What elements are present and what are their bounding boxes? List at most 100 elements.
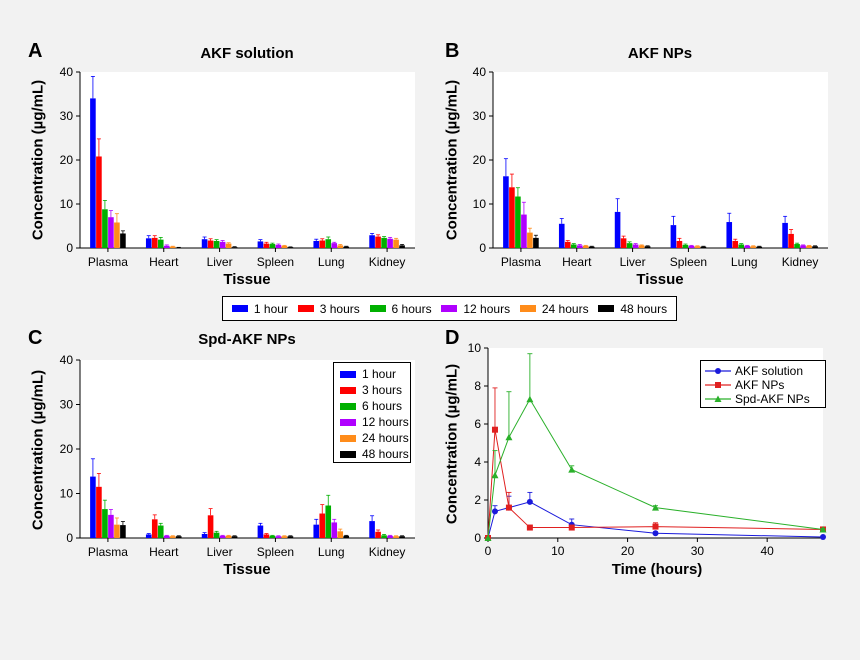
bar bbox=[313, 240, 320, 248]
legend-swatch bbox=[519, 305, 536, 312]
legend-line-swatch bbox=[705, 368, 731, 374]
bar bbox=[806, 245, 812, 248]
legend-swatch bbox=[297, 305, 314, 312]
panel-a-xlabel: Tissue bbox=[223, 271, 271, 288]
bar bbox=[96, 486, 102, 538]
bar bbox=[169, 536, 176, 538]
x-tick-label: Spleen bbox=[257, 545, 294, 559]
bar bbox=[281, 245, 288, 248]
panel-c-title: Spd-AKF NPs bbox=[198, 331, 296, 348]
bar bbox=[151, 237, 158, 248]
legend-swatch bbox=[340, 450, 356, 458]
legend-swatch bbox=[340, 434, 356, 442]
panel-b-ylabel: Concentration (µg/mL) bbox=[443, 79, 461, 241]
panel-c-legend-item: 24 hours bbox=[340, 430, 410, 446]
x-tick-label: Heart bbox=[562, 255, 592, 269]
bar bbox=[207, 515, 214, 538]
shared-legend: 1 hour 3 hours 6 hours 12 hours 24 hours… bbox=[222, 296, 677, 321]
y-tick-label: 30 bbox=[473, 109, 487, 123]
bar bbox=[281, 536, 288, 538]
plot-area bbox=[493, 72, 828, 248]
panel-d-ylabel: Concentration (µg/mL) bbox=[443, 363, 461, 525]
bar bbox=[533, 237, 539, 248]
bar bbox=[337, 245, 344, 248]
panel-d-legend-item: Spd-AKF NPs bbox=[705, 392, 825, 406]
bar bbox=[90, 476, 96, 538]
bar bbox=[527, 232, 533, 248]
bar bbox=[163, 535, 170, 538]
y-tick-label: 20 bbox=[60, 442, 74, 456]
panel-c-legend-item: 1 hour bbox=[340, 366, 410, 382]
bar bbox=[175, 247, 182, 249]
x-tick-label: Liver bbox=[620, 255, 646, 269]
legend-label: 1 hour bbox=[253, 301, 288, 316]
legend-label: AKF NPs bbox=[735, 378, 785, 392]
y-tick-label: 30 bbox=[60, 398, 74, 412]
legend-label: 12 hours bbox=[463, 301, 511, 316]
bar bbox=[570, 244, 577, 248]
legend-label: AKF solution bbox=[735, 364, 804, 378]
bar bbox=[108, 217, 114, 248]
bar bbox=[157, 239, 164, 248]
bar bbox=[788, 233, 794, 248]
shared-legend-item: 6 hours bbox=[369, 301, 432, 316]
y-tick-label: 0 bbox=[479, 241, 486, 255]
x-tick-label: Heart bbox=[149, 545, 179, 559]
bar bbox=[90, 98, 96, 249]
bar bbox=[521, 214, 527, 248]
panel-d-legend: AKF solution AKF NPs Spd-AKF NPs bbox=[700, 360, 826, 408]
bar bbox=[120, 525, 126, 538]
data-point bbox=[505, 504, 512, 511]
bar bbox=[231, 536, 238, 538]
bar bbox=[145, 534, 152, 538]
bar bbox=[682, 244, 689, 248]
data-point bbox=[491, 426, 498, 433]
bar bbox=[219, 535, 226, 538]
x-tick-label: 40 bbox=[760, 544, 774, 558]
bar bbox=[313, 524, 320, 538]
y-tick-label: 10 bbox=[468, 341, 482, 355]
bar bbox=[231, 247, 238, 248]
bar bbox=[503, 176, 509, 248]
bar bbox=[576, 245, 583, 248]
x-tick-label: 10 bbox=[551, 544, 565, 558]
panel-label-a: A bbox=[28, 40, 43, 62]
legend-label: 6 hours bbox=[391, 301, 432, 316]
legend-swatch bbox=[369, 305, 386, 312]
x-tick-label: Spleen bbox=[257, 255, 294, 269]
bar bbox=[399, 536, 405, 538]
bar bbox=[700, 246, 707, 248]
y-tick-label: 10 bbox=[60, 197, 74, 211]
bar bbox=[337, 531, 344, 538]
bar bbox=[381, 237, 387, 248]
bar bbox=[275, 536, 282, 538]
shared-legend-item: 12 hours bbox=[441, 302, 510, 316]
bar bbox=[287, 536, 294, 538]
panel-b-title: AKF NPs bbox=[627, 45, 693, 62]
shared-legend-item: 48 hours bbox=[598, 302, 667, 316]
x-tick-label: Kidney bbox=[369, 255, 406, 269]
legend-label: 48 hours bbox=[362, 447, 409, 461]
bar bbox=[515, 196, 521, 248]
data-point bbox=[652, 504, 659, 511]
bar bbox=[219, 241, 226, 248]
bar bbox=[782, 222, 788, 248]
x-tick-label: Plasma bbox=[501, 255, 541, 269]
legend-label: 3 hours bbox=[319, 301, 360, 316]
panel-label-b: B bbox=[445, 40, 460, 62]
data-point bbox=[652, 523, 659, 530]
y-tick-label: 2 bbox=[474, 493, 481, 507]
x-tick-label: 30 bbox=[691, 544, 705, 558]
legend-line-swatch bbox=[705, 382, 731, 388]
legend-swatch bbox=[340, 386, 356, 394]
bar bbox=[670, 225, 677, 248]
bar bbox=[114, 222, 120, 248]
bar bbox=[387, 238, 393, 248]
bar bbox=[213, 240, 220, 248]
bar bbox=[257, 241, 264, 248]
bar bbox=[614, 211, 621, 248]
panel-c-legend: 1 hour 3 hours 6 hours 12 hours 24 hours… bbox=[333, 362, 411, 463]
bar bbox=[108, 514, 114, 538]
bar bbox=[257, 525, 264, 538]
panel-label-c: C bbox=[28, 327, 43, 349]
